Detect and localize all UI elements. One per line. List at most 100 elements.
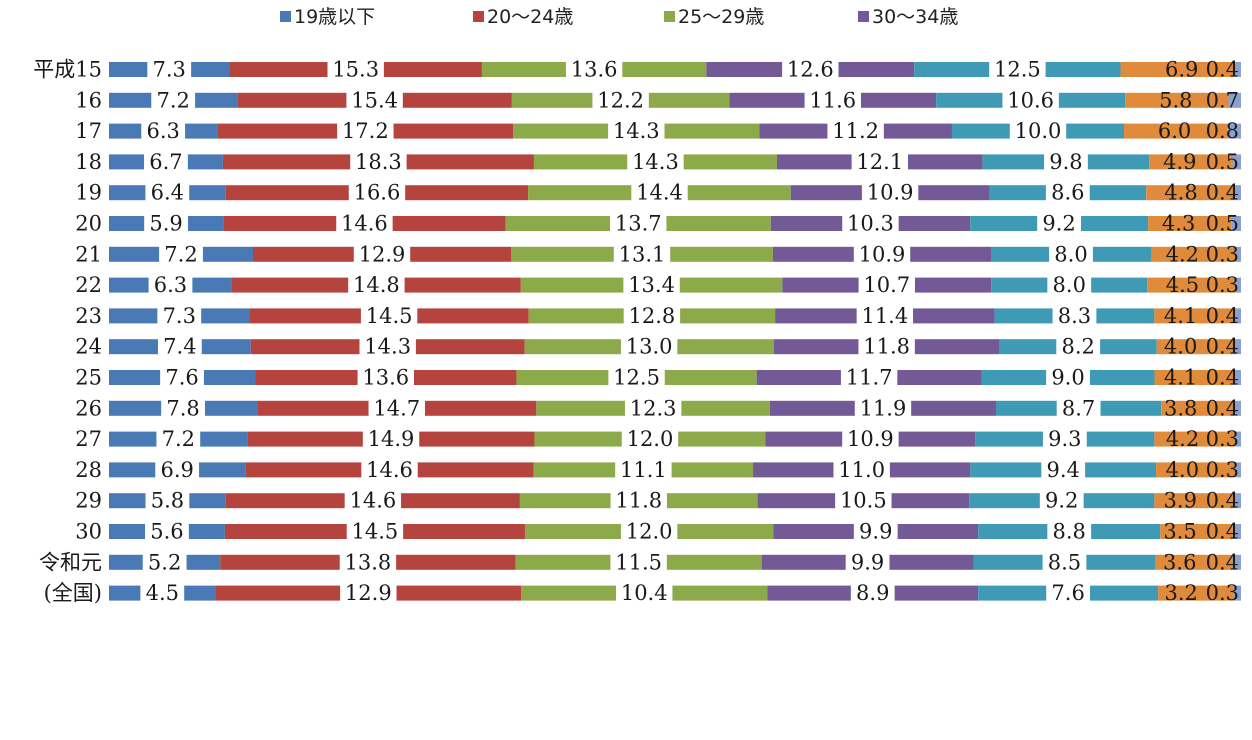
data-label-16-2: 11.5: [615, 550, 662, 574]
data-label-6-1: 12.9: [359, 242, 406, 266]
data-label-15-4: 8.8: [1053, 520, 1086, 544]
data-label-2-6: 0.8: [1206, 119, 1239, 143]
bar-segment-4-2-a: [528, 185, 632, 201]
data-label-13-0: 6.9: [160, 458, 193, 482]
data-label-0-6: 0.4: [1206, 58, 1239, 82]
data-label-1-2: 12.2: [597, 88, 644, 112]
data-label-9-3: 11.8: [863, 335, 910, 359]
bar-segment-9-3-a: [773, 339, 859, 355]
bar-segment-5-1-a: [223, 216, 337, 231]
data-label-8-6: 0.4: [1206, 304, 1239, 328]
row-label-12: 27: [75, 427, 102, 451]
bar-segment-15-6: [1232, 524, 1241, 539]
data-label-7-2: 13.4: [628, 273, 675, 297]
bar-segment-2-3-a: [759, 123, 828, 139]
bar-segment-13-4-b: [1085, 462, 1157, 478]
bar-segment-6-3-b: [910, 246, 991, 262]
bar-segment-5-2-a: [505, 216, 611, 231]
bar-segment-10-4-b: [1089, 370, 1155, 385]
data-label-3-5: 4.9: [1163, 150, 1196, 174]
bar-segment-7-3-a: [782, 277, 859, 293]
data-label-17-1: 12.9: [345, 581, 392, 605]
bar-segment-7-1-a: [231, 277, 349, 293]
bar-segment-10-1-b: [413, 370, 517, 385]
data-label-17-3: 8.9: [856, 581, 889, 605]
bar-segment-3-3-b: [908, 154, 983, 170]
bar-segment-14-1-a: [225, 493, 345, 509]
bar-segment-7-6: [1235, 277, 1241, 293]
row-9: 24 7.4 14.3 13.0 11.8 8.2 4.0 0.4: [75, 335, 1241, 359]
bar-segment-5-5: [1148, 216, 1232, 231]
data-label-7-3: 10.7: [863, 273, 910, 297]
data-label-2-0: 6.3: [146, 119, 179, 143]
bar-segment-2-2-b: [664, 123, 760, 139]
bar-segment-10-6: [1233, 370, 1241, 385]
bar-segment-9-1-a: [250, 339, 360, 355]
bar-segment-5-0-a: [109, 216, 145, 231]
bar-segment-5-4-b: [1081, 216, 1149, 231]
data-label-14-6: 0.4: [1206, 489, 1239, 513]
bar-segment-8-1-a: [249, 308, 361, 324]
bar-segment-14-4-b: [1083, 493, 1155, 509]
data-label-12-6: 0.3: [1206, 427, 1239, 451]
bar-segment-6-1-a: [253, 246, 354, 262]
data-label-12-2: 12.0: [627, 427, 674, 451]
bar-segment-4-2-b: [687, 185, 791, 201]
row-label-4: 19: [75, 181, 102, 205]
bar-segment-1-2-b: [648, 92, 730, 108]
bar-segment-15-0-b: [188, 524, 225, 539]
bar-segment-9-6: [1233, 339, 1241, 355]
bar-segment-15-4-b: [1091, 524, 1161, 539]
bar-segment-1-4-b: [1058, 92, 1126, 108]
bar-segment-3-4-b: [1087, 154, 1150, 170]
bar-segment-5-2-b: [666, 216, 771, 231]
row-label-3: 18: [75, 150, 102, 174]
data-label-2-2: 14.3: [613, 119, 660, 143]
bar-segment-3-0-b: [187, 154, 223, 170]
bar-segment-7-0-a: [109, 277, 149, 293]
row-label-10: 25: [75, 366, 102, 390]
data-label-5-5: 4.3: [1162, 212, 1195, 236]
data-label-4-6: 0.4: [1206, 181, 1239, 205]
data-label-3-3: 12.1: [856, 150, 903, 174]
bar-segment-3-1-b: [406, 154, 534, 170]
data-label-12-0: 7.2: [162, 427, 195, 451]
bar-segment-9-0-b: [201, 339, 251, 355]
row-label-2: 17: [75, 119, 102, 143]
data-label-2-1: 17.2: [342, 119, 389, 143]
bar-segment-11-3-b: [911, 400, 996, 416]
row-7: 22 6.3 14.8 13.4 10.7 8.0 4.5 0.3: [75, 273, 1241, 297]
bar-segment-6-0-b: [202, 246, 253, 262]
bar-segment-11-1-b: [424, 400, 537, 416]
bar-segment-14-3-b: [891, 493, 970, 509]
data-label-0-1: 15.3: [332, 58, 379, 82]
row-label-14: 29: [75, 489, 102, 513]
data-label-15-2: 12.0: [626, 520, 673, 544]
bar-segment-11-3-a: [769, 400, 855, 416]
bar-segment-6-6: [1235, 246, 1241, 262]
bar-segment-12-4-b: [1086, 431, 1155, 447]
bar-segment-16-5: [1155, 554, 1233, 570]
data-label-6-6: 0.3: [1206, 242, 1239, 266]
bar-segment-10-5: [1154, 370, 1234, 385]
data-label-5-3: 10.3: [847, 212, 894, 236]
data-label-10-1: 13.6: [362, 366, 409, 390]
bar-segment-8-3-a: [775, 308, 857, 324]
data-label-6-0: 7.2: [164, 242, 197, 266]
bar-segment-6-2-b: [670, 246, 773, 262]
bar-segment-3-2-a: [533, 154, 628, 170]
bar-segment-15-1-b: [403, 524, 525, 539]
data-label-14-2: 11.8: [615, 489, 662, 513]
bar-segment-10-3-a: [756, 370, 841, 385]
bar-segment-6-4-a: [991, 246, 1050, 262]
bar-segment-4-1-a: [225, 185, 349, 201]
bar-segment-1-1-b: [402, 92, 512, 108]
bar-segment-17-3-a: [767, 585, 851, 601]
bar-segment-5-0-b: [187, 216, 224, 231]
row-3: 18 6.7 18.3 14.3 12.1 9.8 4.9 0.5: [75, 150, 1241, 174]
bar-segment-14-3-a: [757, 493, 836, 509]
data-label-1-4: 10.6: [1007, 88, 1054, 112]
bar-segment-16-1-a: [220, 554, 340, 570]
row-label-0: 平成15: [33, 58, 102, 82]
data-label-1-3: 11.6: [809, 88, 856, 112]
